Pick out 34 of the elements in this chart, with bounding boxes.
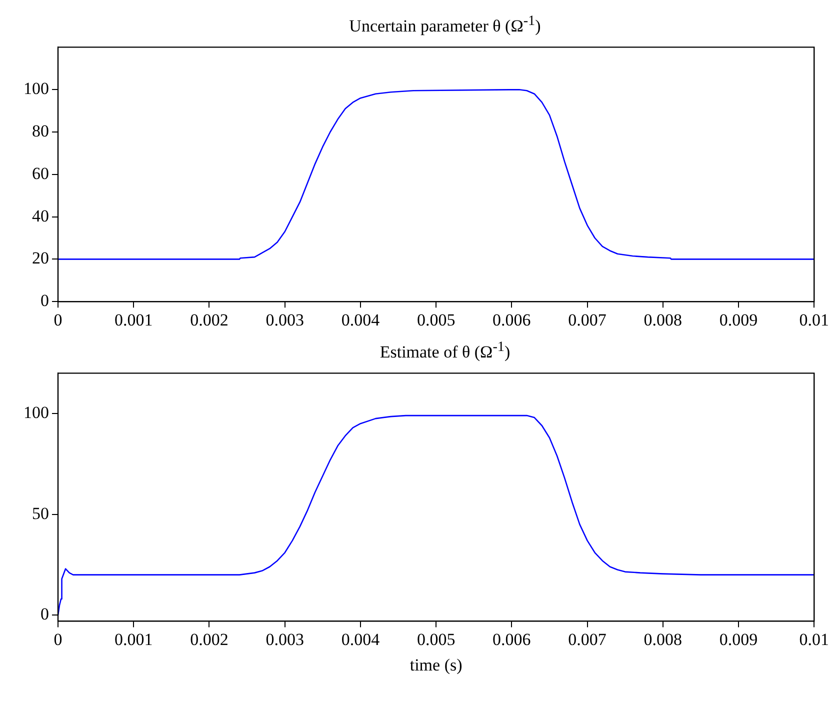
y-tick-label: 20: [32, 248, 49, 268]
y-tick-label: 60: [32, 164, 49, 183]
x-tick-label: 0.006: [492, 310, 531, 330]
x-tick-label: 0: [54, 630, 62, 649]
x-tick-label: 0.004: [341, 310, 380, 330]
x-tick-label: 0.003: [266, 310, 304, 330]
x-tick-label: 0.008: [644, 310, 682, 330]
x-tick-label: 0.004: [341, 630, 380, 649]
x-axis-title: time (s): [410, 655, 462, 674]
y-tick-label: 100: [24, 402, 49, 422]
y-tick-label: 50: [32, 504, 49, 523]
x-tick-label: 0.002: [190, 630, 228, 649]
x-tick-label: 0.009: [719, 630, 758, 649]
x-tick-label: 0.005: [416, 630, 456, 649]
x-tick-label: 0.007: [568, 630, 607, 649]
x-tick-label: 0.009: [719, 310, 758, 330]
x-tick-label: 0: [54, 310, 62, 330]
x-tick-label: 0.002: [190, 310, 228, 330]
x-tick-label: 0.001: [114, 310, 153, 330]
x-tick-label: 0.005: [416, 310, 456, 330]
y-tick-label: 100: [24, 79, 49, 98]
y-tick-label: 80: [32, 121, 49, 140]
chart-title: Uncertain parameter θ (Ω$^{-1}$): [348, 12, 542, 36]
chart-title: Estimate of θ (Ω$^{-1}$): [378, 338, 512, 362]
x-tick-label: 0.007: [568, 310, 607, 330]
y-tick-label: 0: [40, 604, 49, 624]
x-tick-label: 0.01: [799, 630, 829, 649]
y-tick-label: 0: [40, 291, 49, 310]
x-tick-label: 0.01: [799, 310, 829, 330]
x-tick-label: 0.003: [266, 630, 304, 649]
y-tick-label: 40: [32, 206, 49, 226]
x-tick-label: 0.006: [492, 630, 531, 649]
x-tick-label: 0.008: [644, 630, 682, 649]
x-tick-label: 0.001: [114, 630, 153, 649]
